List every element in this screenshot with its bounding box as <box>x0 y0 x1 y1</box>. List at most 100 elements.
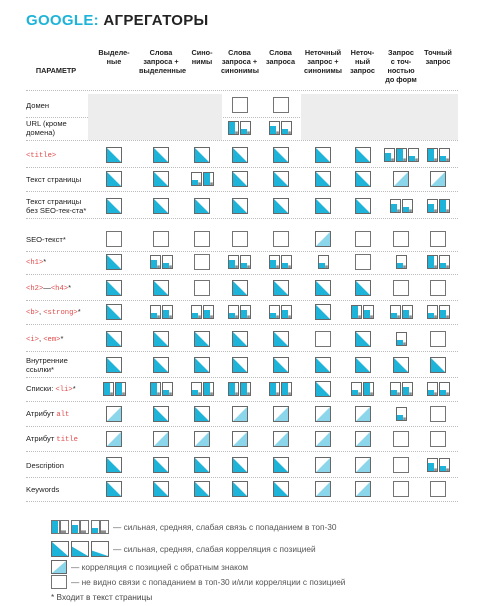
top30-link-icon <box>149 382 173 396</box>
label-text: URL (кроме домена) <box>26 119 67 137</box>
cell-empty-icon <box>194 280 210 296</box>
top30-link-icon <box>395 332 407 346</box>
positive-correlation-icon <box>106 457 122 473</box>
cell-empty-icon <box>272 231 289 247</box>
positive-correlation-icon <box>106 198 122 214</box>
cell-empty-icon <box>354 231 371 247</box>
row-label: <h1>* <box>26 251 88 273</box>
top30-link-icon <box>228 382 251 396</box>
label-text: , <box>38 306 44 316</box>
label-text: Домен <box>26 100 50 110</box>
html-tag-text: <title> <box>26 151 57 160</box>
positive-correlation-icon <box>106 304 122 320</box>
positive-correlation-icon <box>106 171 122 187</box>
top30-link-icon <box>269 305 292 319</box>
cell-empty-icon <box>430 406 446 422</box>
row-label: Keywords <box>26 478 88 500</box>
row-divider <box>26 501 458 502</box>
label-text: * <box>77 306 81 316</box>
row-divider <box>26 274 458 275</box>
positive-correlation-icon <box>194 457 210 473</box>
positive-correlation-icon <box>153 331 169 347</box>
positive-correlation-icon <box>106 254 122 270</box>
row-label: Домен <box>26 94 88 116</box>
cell-empty-icon <box>430 331 446 347</box>
top30-link-icon <box>190 172 214 186</box>
row-divider <box>26 401 458 402</box>
top30-link-icon <box>395 255 407 269</box>
cell-empty-icon <box>393 457 409 473</box>
cell-not-applicable <box>137 117 185 140</box>
top30-link-icon <box>228 305 251 319</box>
column-header: Слова запроса + синонимы <box>221 48 259 75</box>
top30-link-icon <box>102 382 126 396</box>
cell-empty-icon <box>430 431 446 447</box>
positive-correlation-icon <box>354 331 371 347</box>
top30-link-icon <box>51 520 109 534</box>
positive-correlation-icon <box>231 171 248 187</box>
cell-empty-icon <box>430 280 446 296</box>
label-text: Description <box>26 460 64 470</box>
cell-empty-icon <box>430 231 446 247</box>
legend-text: — корреляция с позицией с обратным знако… <box>71 562 249 572</box>
positive-correlation-icon <box>153 171 169 187</box>
negative-correlation-icon <box>51 560 67 574</box>
positive-correlation-icon <box>354 171 371 187</box>
legend-item: — сильная, средняя, слабая связь с попад… <box>51 520 337 534</box>
html-tag-text: <b> <box>26 308 39 317</box>
legend-item: — сильная, средняя, слабая корреляция с … <box>51 541 316 557</box>
row-divider <box>26 167 458 168</box>
negative-correlation-icon <box>354 431 371 447</box>
cell-empty-icon <box>106 231 122 247</box>
positive-correlation-icon <box>315 357 331 373</box>
legend-text: — сильная, средняя, слабая связь с попад… <box>113 522 337 532</box>
positive-correlation-icon <box>194 198 210 214</box>
row-label: Списки: <li>* <box>26 378 88 400</box>
top30-link-icon <box>269 382 292 396</box>
cell-empty-icon <box>231 231 248 247</box>
positive-correlation-icon <box>272 331 289 347</box>
row-divider <box>26 191 458 192</box>
negative-correlation-icon <box>231 406 248 422</box>
top30-link-icon <box>389 382 413 396</box>
cell-not-applicable <box>182 117 222 140</box>
cell-not-applicable <box>418 94 458 117</box>
header-divider <box>26 90 458 91</box>
positive-correlation-icon <box>194 147 210 163</box>
cell-not-applicable <box>182 94 222 117</box>
negative-correlation-icon <box>354 406 371 422</box>
top30-link-icon <box>426 382 450 396</box>
top30-link-icon <box>426 255 450 269</box>
cell-empty-icon <box>153 231 169 247</box>
row-divider <box>26 117 458 118</box>
label-text: * <box>68 282 72 292</box>
html-tag-text: <h1> <box>26 258 44 267</box>
column-header: Сино-нимы <box>191 48 213 66</box>
row-divider <box>26 300 458 301</box>
positive-correlation-icon <box>430 357 446 373</box>
label-text: Атрибут <box>26 433 57 443</box>
row-label: <b>, <strong>* <box>26 301 88 323</box>
positive-correlation-icon <box>231 147 248 163</box>
positive-correlation-icon <box>231 481 248 497</box>
legend-item: — корреляция с позицией с обратным знако… <box>51 560 248 574</box>
label-text: Внутренние ссылки* <box>26 356 68 374</box>
positive-correlation-icon <box>354 357 371 373</box>
negative-correlation-icon <box>106 406 122 422</box>
cell-empty-icon <box>354 254 371 270</box>
positive-correlation-icon <box>106 481 122 497</box>
cell-empty-icon <box>393 280 409 296</box>
column-header: Слова запроса <box>265 48 296 66</box>
positive-correlation-icon <box>153 280 169 296</box>
positive-correlation-icon <box>393 357 409 373</box>
label-text: Текст страницы без SEO-тек-ста* <box>26 197 87 215</box>
footnote: * Входит в текст страницы <box>51 592 153 602</box>
positive-correlation-icon <box>231 357 248 373</box>
top30-link-icon <box>351 382 374 396</box>
top30-link-icon <box>228 121 251 135</box>
row-divider <box>26 140 458 141</box>
negative-correlation-icon <box>153 431 169 447</box>
top30-link-icon <box>351 305 374 319</box>
positive-correlation-icon <box>231 331 248 347</box>
row-label: <h2>—<h4>* <box>26 277 88 299</box>
